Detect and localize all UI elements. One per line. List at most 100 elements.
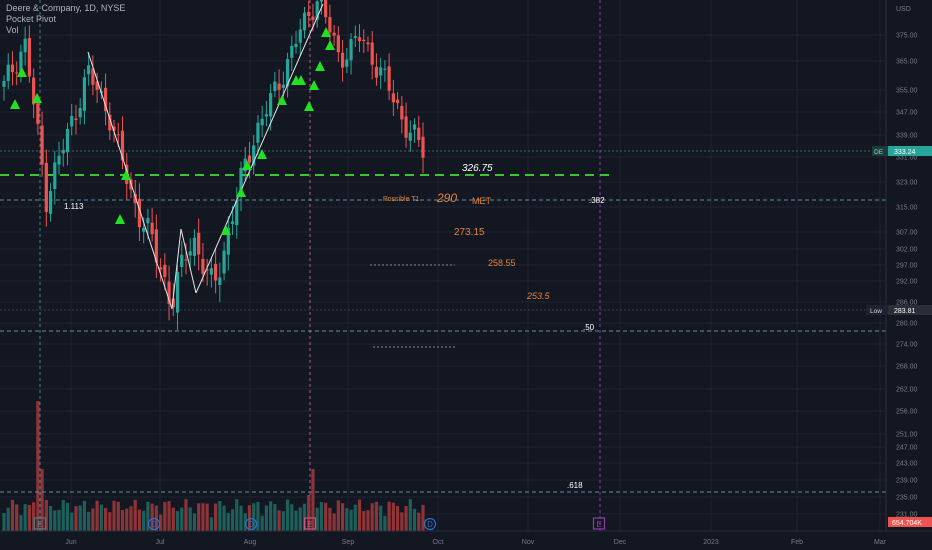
pocket-pivot-arrow xyxy=(277,95,287,105)
volume-bar xyxy=(180,507,184,531)
time-axis[interactable]: Jun Jul Aug Sep Oct Nov Dec 2023 Feb Mar xyxy=(0,530,932,550)
candle-body xyxy=(158,267,163,270)
candle-body xyxy=(112,126,116,131)
x-tick-label: Aug xyxy=(244,539,257,546)
y-tick-label: 256.00 xyxy=(896,409,918,416)
annotation-label: 258.55 xyxy=(488,258,516,268)
volume-bar xyxy=(412,508,417,531)
dividend-marker xyxy=(244,517,258,531)
ticker-tag: DE xyxy=(874,149,884,156)
candle-body xyxy=(379,67,383,76)
zigzag-lines xyxy=(87,3,324,310)
candle-body xyxy=(357,37,362,42)
volume-bar xyxy=(15,504,19,531)
candle-body xyxy=(281,84,285,88)
volume-bar xyxy=(108,512,112,531)
volume-bar xyxy=(214,503,218,531)
annotation-label: Possible T1 xyxy=(383,196,420,203)
volume-bar xyxy=(154,505,158,531)
candle-body xyxy=(353,36,357,39)
volume-bar xyxy=(379,505,383,531)
volume-bar xyxy=(112,500,116,531)
volume-bar xyxy=(311,469,315,531)
candle-body xyxy=(285,59,290,87)
candle-body xyxy=(103,87,108,112)
candle-body xyxy=(15,72,19,74)
volume-bar xyxy=(230,509,235,531)
volume-bar xyxy=(269,501,273,531)
marker-letter: D xyxy=(248,520,254,529)
low-tag: Low xyxy=(870,308,882,315)
pocket-pivot-arrow xyxy=(309,80,319,90)
volume-bar xyxy=(91,508,95,531)
price-axis[interactable]: USD375.00365.00355.00347.00339.00331.003… xyxy=(866,0,932,550)
y-tick-label: 355.00 xyxy=(896,88,918,95)
y-tick-label: 235.00 xyxy=(896,495,918,502)
y-tick-label: 231.00 xyxy=(896,512,918,519)
volume-bar xyxy=(129,506,133,531)
volume-bar xyxy=(226,512,230,531)
pocket-pivot-arrow xyxy=(32,93,42,103)
volume-bar xyxy=(222,505,226,531)
y-tick-label: 243.00 xyxy=(896,461,918,468)
volume-bar xyxy=(192,513,197,531)
y-tick-label: 347.00 xyxy=(896,110,918,117)
pocket-pivot-arrow xyxy=(236,187,246,197)
candle-body xyxy=(44,162,48,212)
pocket-pivot-arrow xyxy=(321,27,331,37)
volume-bar xyxy=(290,504,294,531)
candle-body xyxy=(116,134,120,136)
volume-bar xyxy=(146,501,150,531)
volume-bar xyxy=(150,503,154,531)
volume-tag-bg xyxy=(888,517,932,527)
y-tick-label: 262.00 xyxy=(896,387,918,394)
candle-body xyxy=(10,64,15,73)
volume-bar xyxy=(175,511,180,531)
candle-body xyxy=(133,193,137,204)
axis-bg xyxy=(886,0,932,550)
annotation-label: .618 xyxy=(567,481,583,490)
indicator-volume[interactable]: Vol xyxy=(6,25,19,35)
marker-letter: E xyxy=(307,520,312,529)
candle-body xyxy=(32,77,36,105)
candle-body xyxy=(57,155,61,165)
dividend-marker xyxy=(147,517,161,531)
volume-bar xyxy=(345,508,349,531)
volume-bar xyxy=(205,503,209,531)
volume-bar xyxy=(235,499,239,531)
volume-bar xyxy=(27,505,31,531)
x-tick-label: Feb xyxy=(791,539,803,546)
candle-body xyxy=(146,218,150,224)
x-tick-label: Oct xyxy=(433,539,444,546)
candle-body xyxy=(391,93,395,103)
candle-body xyxy=(6,64,10,82)
y-tick-label: 292.00 xyxy=(896,279,918,286)
candle-body xyxy=(2,81,6,87)
pocket-pivot-arrows xyxy=(10,27,335,235)
volume-bar xyxy=(260,515,264,531)
pocket-pivot-arrow xyxy=(121,170,131,180)
marker-letter: D xyxy=(151,520,157,529)
volume-bar xyxy=(273,504,277,531)
candle-body xyxy=(36,103,40,125)
volume-bar xyxy=(65,502,70,531)
candle-body xyxy=(78,107,82,118)
candle-body xyxy=(154,229,158,263)
candle-body xyxy=(247,155,252,163)
y-tick-label: 239.00 xyxy=(896,478,918,485)
volume-bar xyxy=(391,502,395,531)
volume-bar xyxy=(370,503,374,531)
candle-body xyxy=(214,263,218,281)
candle-body xyxy=(404,116,408,138)
volume-bar xyxy=(239,505,243,531)
marker-letter: D xyxy=(427,520,433,529)
candle-body xyxy=(421,136,425,158)
candle-body xyxy=(226,227,230,255)
indicator-pocket-pivot[interactable]: Pocket Pivot xyxy=(6,14,57,24)
y-tick-label: 268.00 xyxy=(896,364,918,371)
symbol-title[interactable]: Deere & Company, 1D, NYSE xyxy=(6,3,126,13)
x-tick-label: Nov xyxy=(522,539,535,546)
candle-body xyxy=(290,45,294,58)
y-tick-label: 274.00 xyxy=(896,342,918,349)
